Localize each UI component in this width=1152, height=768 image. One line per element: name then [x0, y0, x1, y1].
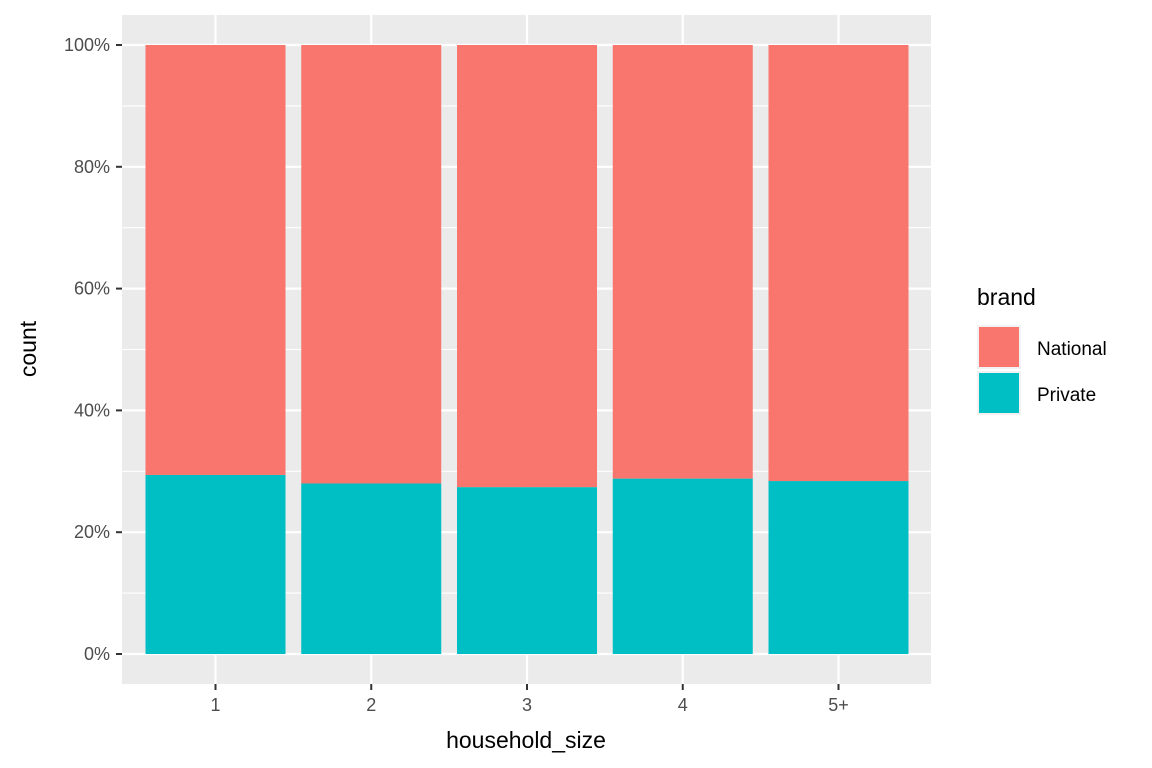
y-tick-label: 0%	[84, 644, 110, 664]
x-tick-label: 4	[678, 695, 688, 715]
y-tick-label: 20%	[74, 522, 110, 542]
y-axis: 0% 20% 40% 60% 80% 100%	[64, 35, 122, 664]
legend-swatch-national	[979, 327, 1019, 367]
bar-national-3	[457, 45, 597, 488]
legend-title: brand	[977, 284, 1036, 310]
x-tick-label: 5+	[828, 695, 849, 715]
bars	[145, 45, 909, 654]
bar-national-1	[145, 45, 286, 475]
x-tick-label: 2	[366, 695, 376, 715]
legend: brand National Private	[977, 284, 1107, 415]
bar-private-2	[301, 483, 442, 654]
x-axis-title: household_size	[446, 727, 606, 753]
y-axis-title: count	[15, 320, 41, 377]
y-tick-label: 60%	[74, 279, 110, 299]
bar-private-4	[612, 478, 753, 654]
legend-label-national: National	[1037, 339, 1107, 360]
legend-swatch-private	[979, 373, 1019, 413]
bar-private-3	[457, 487, 597, 654]
y-tick-label: 40%	[74, 400, 110, 420]
legend-label-private: Private	[1037, 385, 1096, 406]
x-axis: 1 2 3 4 5+	[210, 684, 849, 715]
x-tick-label: 3	[522, 695, 532, 715]
bar-national-5+	[768, 45, 909, 482]
y-tick-label: 100%	[64, 35, 110, 55]
y-tick-label: 80%	[74, 157, 110, 177]
bar-national-4	[612, 45, 753, 479]
x-tick-label: 1	[210, 695, 220, 715]
bar-private-5+	[768, 481, 909, 654]
bar-private-1	[145, 474, 286, 654]
bar-national-2	[301, 45, 442, 484]
